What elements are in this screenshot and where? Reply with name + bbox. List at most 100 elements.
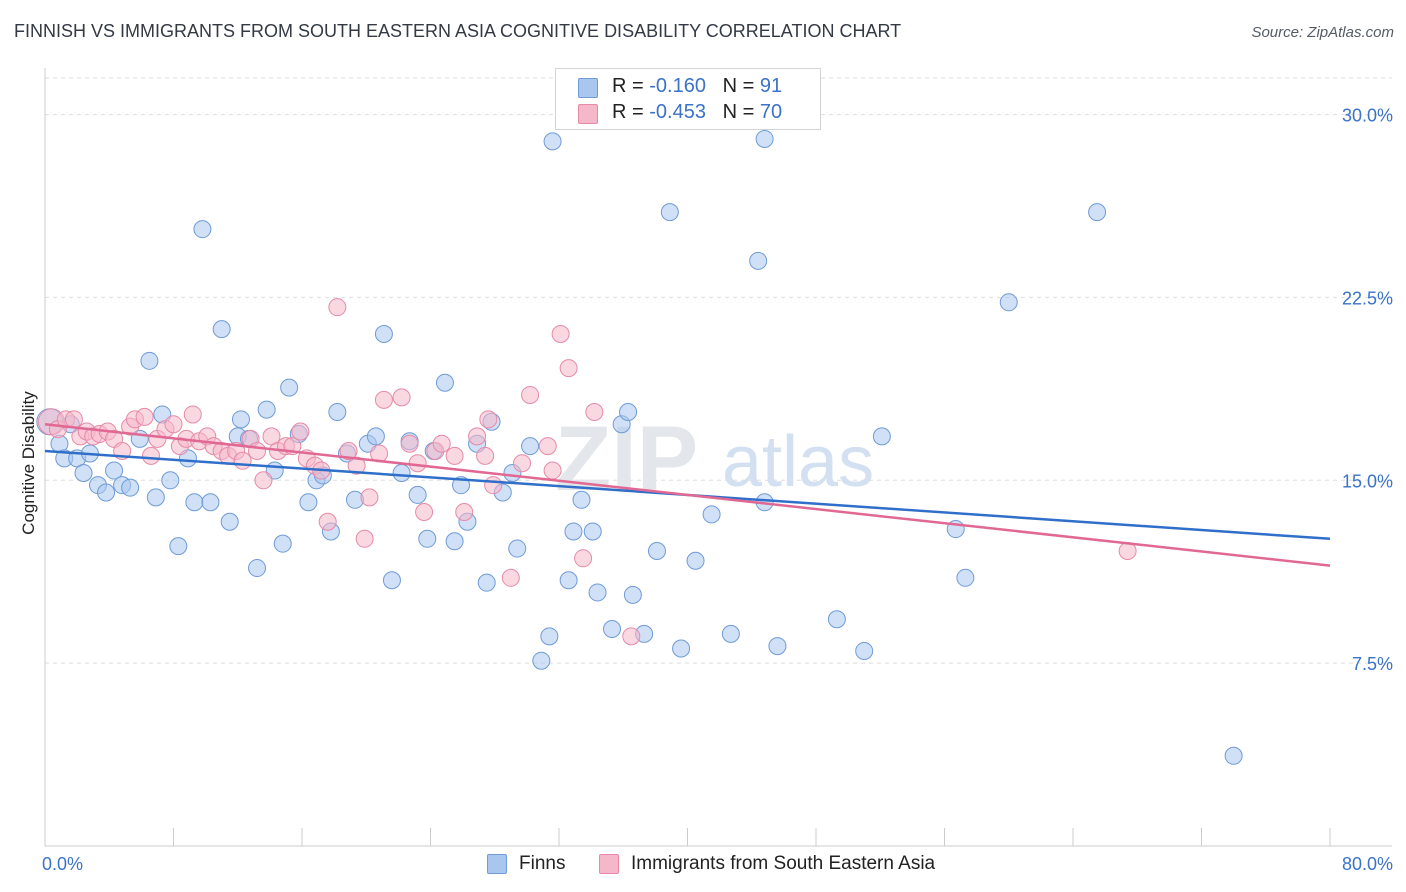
trend-lines [44, 422, 1331, 567]
immigrants-point-64 [551, 325, 570, 343]
finns-point-74 [660, 203, 679, 222]
immigrants-legend-label: Immigrants from South Eastern Asia [631, 853, 936, 874]
immigrants-point-20 [183, 405, 202, 424]
immigrants-swatch [578, 104, 598, 124]
finns-point-61 [540, 627, 559, 646]
immigrants-point-39 [318, 512, 337, 531]
finns-point-9 [105, 461, 124, 480]
finns-point-71 [623, 585, 642, 604]
finns-point-89 [1088, 203, 1107, 222]
immigrants-stats: R = -0.453 N = 70 [612, 101, 782, 124]
finns-point-64 [564, 522, 583, 541]
immigrants-point-56 [476, 446, 495, 465]
finns-point-5 [74, 463, 93, 482]
immigrants-point-49 [408, 454, 427, 473]
immigrants-point-29 [248, 442, 267, 461]
finns-point-54 [477, 573, 496, 592]
immigrants-point-42 [347, 456, 366, 475]
finns-point-87 [956, 568, 975, 587]
immigrants-n-label: N = [722, 101, 755, 123]
y-tick-label-1: 15.0% [1342, 471, 1393, 491]
immigrants-point-17 [164, 415, 183, 434]
finns-point-17 [169, 537, 188, 556]
finns-point-80 [755, 129, 774, 148]
immigrants-point-50 [415, 502, 434, 521]
finns-point-90 [1224, 746, 1243, 765]
immigrants-point-68 [622, 627, 641, 646]
finns-point-50 [445, 532, 464, 551]
immigrants-point-52 [432, 434, 451, 453]
finns-r-value: -0.160 [649, 75, 706, 97]
immigrants-point-41 [339, 442, 358, 461]
source-label: Source: ZipAtlas.com [1251, 24, 1394, 41]
finns-point-68 [603, 620, 622, 639]
immigrants-point-57 [479, 410, 498, 429]
series-legend: Finns Immigrants from South Eastern Asia [0, 853, 1406, 877]
correlation-legend: R = -0.160 N = 91 R = -0.453 N = 70 [555, 68, 821, 130]
finns-point-77 [702, 505, 721, 524]
finns-n-value: 91 [759, 75, 783, 97]
finns-point-25 [231, 410, 250, 429]
finns-point-58 [508, 539, 527, 558]
y-tick-label-0: 7.5% [1352, 654, 1393, 674]
finns-point-11 [121, 478, 140, 497]
x-tick-label-start: 0.0% [42, 854, 83, 874]
finns-point-20 [193, 220, 212, 239]
finns-point-37 [328, 403, 347, 422]
finns-point-19 [185, 493, 204, 512]
immigrants-point-40 [328, 298, 347, 317]
x-tick-label-end: 80.0% [1342, 854, 1393, 874]
finns-point-76 [686, 551, 705, 570]
immigrants-point-63 [543, 461, 562, 480]
immigrants-point-59 [501, 568, 520, 587]
finns-point-21 [201, 493, 220, 512]
finns-point-23 [220, 512, 239, 531]
tick-labels: 7.5% 15.0% 22.5% 30.0% 0.0% 80.0% [42, 106, 1393, 874]
immigrants-point-46 [374, 390, 393, 409]
finns-point-84 [855, 641, 874, 660]
finns-point-79 [749, 251, 768, 270]
finns-point-46 [408, 485, 427, 504]
finns-stats: R = -0.160 N = 91 [612, 75, 782, 98]
immigrants-point-30 [254, 471, 273, 490]
finns-point-27 [248, 559, 267, 578]
finns-point-78 [721, 624, 740, 643]
y-axis-label: Cognitive Disability [19, 391, 38, 535]
finns-point-16 [161, 471, 180, 490]
finns-legend-label: Finns [519, 853, 566, 874]
finns-point-33 [299, 493, 318, 512]
immigrants-point-14 [142, 446, 161, 465]
finns-point-62 [543, 132, 562, 151]
finns-point-14 [146, 488, 165, 507]
immigrants-point-53 [445, 446, 464, 465]
finns-swatch [578, 78, 598, 98]
immigrants-point-47 [392, 388, 411, 407]
immigrants-trend-line [44, 422, 1331, 567]
finns-point-83 [827, 610, 846, 629]
immigrants-r-label: R = [612, 101, 644, 123]
chart-title: FINNISH VS IMMIGRANTS FROM SOUTH EASTERN… [14, 21, 902, 41]
immigrants-point-66 [574, 549, 593, 568]
immigrants-n-value: 70 [759, 101, 783, 123]
finns-point-63 [559, 571, 578, 590]
immigrants-point-55 [468, 427, 487, 446]
immigrants-point-54 [455, 502, 474, 521]
immigrants-point-27 [233, 451, 252, 470]
finns-point-88 [999, 293, 1018, 312]
finns-legend-swatch [487, 854, 507, 874]
finns-point-31 [280, 378, 299, 397]
finns-point-70 [619, 403, 638, 422]
immigrants-point-48 [400, 434, 419, 453]
finns-point-8 [97, 483, 116, 502]
finns-point-22 [212, 320, 231, 339]
finns-point-67 [588, 583, 607, 602]
finns-n-label: N = [722, 75, 755, 97]
finns-points [36, 129, 1243, 765]
immigrants-point-61 [521, 385, 540, 404]
y-tick-label-3: 30.0% [1342, 106, 1393, 126]
finns-point-75 [672, 639, 691, 658]
axes [44, 68, 1392, 847]
finns-point-73 [647, 541, 666, 560]
immigrants-legend-swatch [599, 854, 619, 874]
